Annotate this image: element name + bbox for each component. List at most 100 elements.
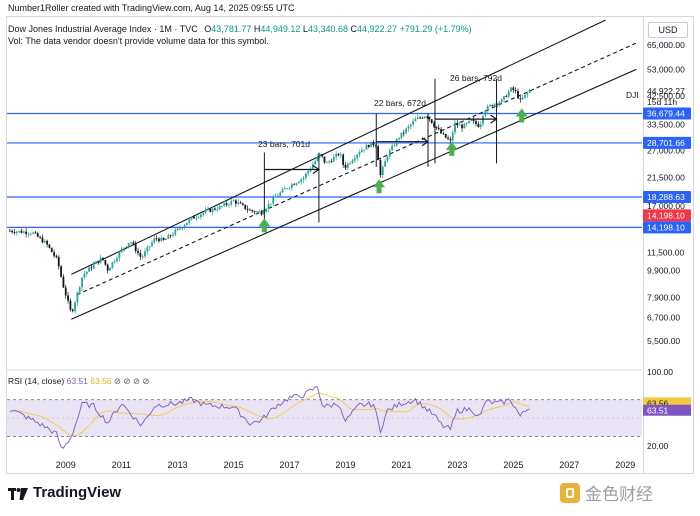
candle-body-188 xyxy=(447,137,449,140)
candle-body-67 xyxy=(165,238,167,241)
candle-body-220 xyxy=(521,97,524,100)
candle-body-56 xyxy=(139,252,142,257)
currency-button[interactable]: USD xyxy=(648,22,688,38)
candle-body-215 xyxy=(510,87,512,92)
candle-body-0 xyxy=(8,230,11,232)
price-tick-7: 17,000.00 xyxy=(647,201,685,211)
candle-body-201 xyxy=(477,123,480,128)
candle-body-4 xyxy=(18,230,21,232)
candle-body-148 xyxy=(353,158,356,161)
candle-body-187 xyxy=(444,133,447,138)
candle-body-150 xyxy=(358,152,361,155)
candle-body-173 xyxy=(412,121,414,125)
candle-body-135 xyxy=(323,156,326,163)
candle-body-140 xyxy=(335,153,338,157)
price-tick-1: 65,000.00 xyxy=(647,40,685,50)
price-tag-symbol: DJI xyxy=(626,90,639,100)
candle-body-18 xyxy=(50,247,53,253)
candle-body-89 xyxy=(216,209,219,211)
candle-body-111 xyxy=(267,203,270,209)
candle-body-28 xyxy=(74,302,76,312)
candle-body-21 xyxy=(57,256,60,267)
candle-body-23 xyxy=(62,276,65,288)
candle-body-72 xyxy=(176,228,179,231)
price-tick-3: 42,500.00 xyxy=(647,91,685,101)
ohlc-open-label: O xyxy=(204,24,212,34)
price-tick-12: 5,500.00 xyxy=(647,336,680,346)
candle-body-195 xyxy=(463,123,466,129)
candle-body-58 xyxy=(144,251,146,257)
candle-body-26 xyxy=(69,300,72,310)
candle-body-112 xyxy=(269,203,272,205)
candle-body-30 xyxy=(78,287,81,293)
plot-frame[interactable] xyxy=(6,16,643,474)
candle-body-216 xyxy=(512,87,515,90)
candle-body-161 xyxy=(384,160,387,167)
price-tag-countdown: 15d 11h xyxy=(647,97,677,107)
candle-body-106 xyxy=(255,211,258,213)
candle-body-92 xyxy=(223,203,226,206)
rsi-hidden-marks[interactable]: ⊘ ⊘ ⊘ ⊘ xyxy=(113,376,150,386)
candle-body-108 xyxy=(260,211,263,215)
candle-body-101 xyxy=(244,204,247,209)
candle-body-139 xyxy=(332,156,335,162)
time-axis-labels: 2009 2011 2013 2015 2017 2019 2021 2023 2025 2027… xyxy=(56,460,636,470)
time-tick-8: 2023 xyxy=(447,460,467,470)
candle-body-20 xyxy=(55,255,58,257)
time-tick-7: 2021 xyxy=(391,460,411,470)
tradingview-logo-icon xyxy=(8,487,28,500)
candle-body-151 xyxy=(360,150,363,153)
candle-body-59 xyxy=(146,247,149,252)
green-up-arrow-3 xyxy=(445,141,458,156)
candle-body-132 xyxy=(316,156,319,161)
drawings-layer xyxy=(7,19,642,320)
level-badge-3 xyxy=(643,191,691,204)
candle-body-35 xyxy=(90,267,93,269)
ohlc-high: 44,949.12 xyxy=(260,24,301,34)
measure-arrow-head-1 xyxy=(312,165,320,175)
candle-body-163 xyxy=(388,150,391,157)
candle-body-121 xyxy=(290,184,293,188)
candle-body-172 xyxy=(409,124,412,127)
candle-body-14 xyxy=(41,237,44,243)
candle-body-223 xyxy=(528,90,531,93)
candle-body-32 xyxy=(83,273,86,278)
price-axis-labels: 65,000.00 53,000.00 42,500.00 33,500.00 27,0… xyxy=(626,40,691,346)
channel-lower-line xyxy=(71,68,637,320)
candle-body-198 xyxy=(470,119,473,121)
rsi-value: 63.51 xyxy=(66,376,88,386)
candle-body-91 xyxy=(221,205,223,207)
candle-body-115 xyxy=(276,195,279,197)
candle-body-102 xyxy=(246,208,249,210)
candle-body-144 xyxy=(344,164,347,168)
candle-body-169 xyxy=(402,132,405,134)
candle-body-55 xyxy=(137,250,139,253)
time-tick-3: 2013 xyxy=(168,460,188,470)
candle-body-206 xyxy=(489,105,491,107)
candle-body-133 xyxy=(318,153,321,157)
current-close-badge-text: 14,198.10 xyxy=(647,210,685,220)
candle-body-69 xyxy=(169,235,172,237)
candle-body-174 xyxy=(414,119,417,122)
candle-body-119 xyxy=(286,188,289,190)
candle-body-222 xyxy=(526,92,529,95)
rsi-ma-value: 63.56 xyxy=(90,376,112,386)
candle-body-192 xyxy=(456,122,459,126)
candle-body-50 xyxy=(125,246,128,248)
candle-body-17 xyxy=(48,244,51,248)
tradingview-brand[interactable]: TradingView xyxy=(8,484,121,501)
candle-body-94 xyxy=(228,204,230,206)
level-badge-1 xyxy=(643,107,691,120)
price-axis[interactable] xyxy=(643,16,694,474)
candle-body-186 xyxy=(442,133,445,135)
rsi-ma-line xyxy=(9,392,530,437)
candle-body-8 xyxy=(27,233,30,235)
time-tick-6: 2019 xyxy=(335,460,355,470)
candle-body-38 xyxy=(97,261,100,263)
candle-body-120 xyxy=(288,187,291,189)
candle-body-77 xyxy=(188,219,191,223)
level-badge-text-3: 18,288.63 xyxy=(647,192,685,202)
candle-body-6 xyxy=(22,231,25,233)
